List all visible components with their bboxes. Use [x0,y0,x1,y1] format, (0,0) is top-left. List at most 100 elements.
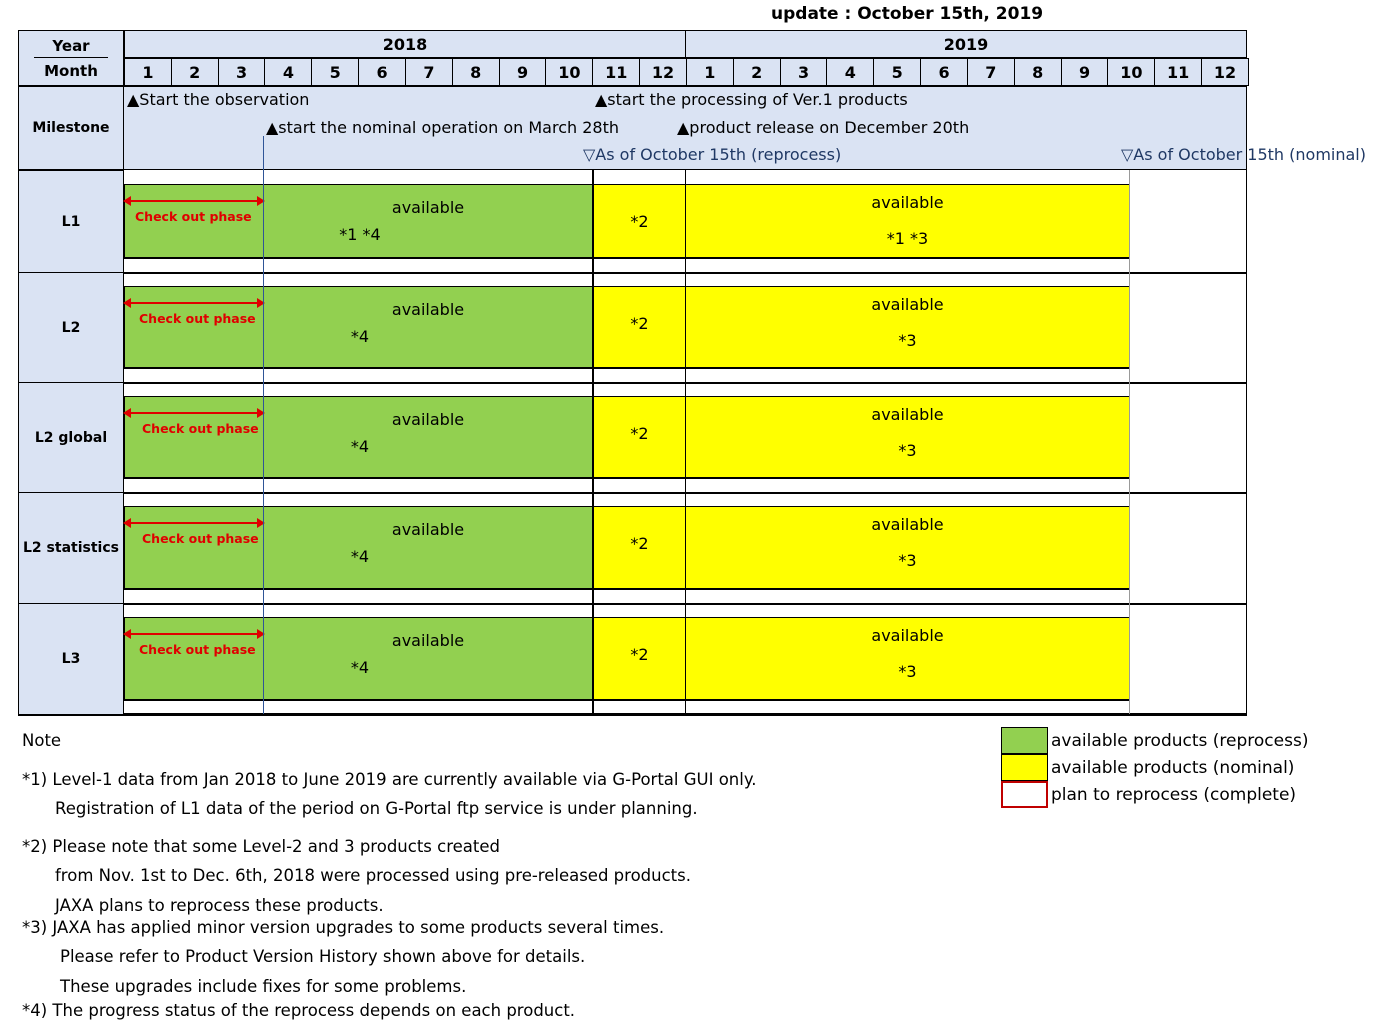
note-2: *2) Please note that some Level-2 and 3 … [22,837,500,856]
note-4: *4) The progress status of the reprocess… [22,1001,576,1020]
check-out-arrow [123,408,265,418]
month-cell: 8 [451,58,500,86]
band-right-line [1129,492,1130,603]
month-cell: 7 [404,58,453,86]
nominal-available-text: available [871,193,944,212]
band-bottom-line [124,589,1130,590]
bar-gap-nominal [593,506,686,589]
year-2018: 2018 [124,30,686,58]
note-1: *1) Level-1 data from Jan 2018 to June 2… [22,770,757,789]
row-label: L3 [18,603,124,715]
milestone-as-of-nominal: ▽As of October 15th (nominal) [1121,145,1366,164]
check-out-arrow-head-left [123,408,131,418]
milestone-area [123,86,1247,170]
check-out-arrow-head-right [257,408,265,418]
month-cell: 1 [685,58,734,86]
month-cell: 11 [592,58,641,86]
bar-gap-nominal [593,184,686,258]
month-cell: 5 [311,58,360,86]
band-right-line [1129,272,1130,382]
month-label: Month [44,61,98,80]
bar-reprocess [124,184,594,258]
reprocess-notes-text: *4 [350,437,370,456]
month-cell: 4 [826,58,875,86]
update-date: update : October 15th, 2019 [771,4,1044,24]
row-label: L2 statistics [18,492,124,604]
month-cell: 9 [498,58,547,86]
gap-note-text: *2 [630,534,649,553]
bar-nominal [685,396,1130,478]
nominal-notes-text: *3 [898,331,917,350]
gap-note-text: *2 [630,314,649,333]
month-cell: 12 [639,58,687,86]
month-cell: 3 [217,58,266,86]
check-out-arrow-head-right [257,629,265,639]
milestone-product-release: ▲product release on December 20th [677,118,970,137]
reprocess-available-text: available [391,520,465,539]
check-out-phase-label: Check out phase [142,421,259,436]
milestone-start-processing: ▲start the processing of Ver.1 products [595,90,908,109]
row-separator [18,492,1247,494]
month-cell: 9 [1060,58,1109,86]
note-3-cont1: Please refer to Product Version History … [60,947,586,966]
milestone-start-observation: ▲Start the observation [127,90,310,109]
gap-note-text: *2 [630,645,649,664]
legend-swatch-plan [1001,781,1048,808]
check-out-phase-label: Check out phase [139,311,256,326]
reprocess-available-text: available [391,198,465,217]
band-top-line [124,184,1130,185]
month-cell: 7 [966,58,1015,86]
band-right-line [1129,170,1130,272]
reprocess-notes-text: *4 [350,658,370,677]
reprocess-notes-text: *4 [350,547,370,566]
month-cell: 12 [1201,58,1249,86]
check-out-arrow-head-left [123,298,131,308]
band-bottom-line [124,258,1130,259]
check-out-arrow [123,518,265,528]
month-cell: 6 [920,58,968,86]
row-separator [18,272,1247,274]
bar-nominal [685,506,1130,589]
check-out-arrow-head-left [123,629,131,639]
month-cell: 6 [358,58,406,86]
month-cell: 1 [124,58,172,86]
row-label: L2 global [18,382,124,493]
month-cell: 2 [170,58,219,86]
divider-nov-2018 [592,170,594,714]
note-2-cont1: from Nov. 1st to Dec. 6th, 2018 were pro… [55,866,691,885]
row-label: L1 [18,170,124,273]
check-out-arrow-head-left [123,518,131,528]
divider-nominal-start [263,136,264,714]
band-right-line [1129,382,1130,492]
month-cell: 2 [732,58,781,86]
legend-swatch-nominal [1001,754,1048,781]
check-out-arrow [123,196,265,206]
check-out-arrow [123,629,265,639]
nominal-available-text: available [871,295,944,314]
bar-reprocess [124,396,594,478]
band-bottom-line [124,478,1130,479]
band-top-line [124,396,1130,397]
check-out-arrow-head-right [257,196,265,206]
check-out-phase-label: Check out phase [142,531,259,546]
row-separator [18,382,1247,384]
row-separator [18,714,1247,716]
month-cell: 10 [545,58,594,86]
bar-reprocess [124,617,594,700]
legend-label-nominal: available products (nominal) [1051,758,1295,778]
band-top-line [124,506,1130,507]
check-out-arrow-head-right [257,518,265,528]
check-out-arrow-head-left [123,196,131,206]
reprocess-available-text: available [391,410,465,429]
year-label: Year [34,37,108,58]
divider-2019 [685,170,686,714]
month-cell: 8 [1013,58,1062,86]
check-out-phase-label: Check out phase [139,642,256,657]
nominal-available-text: available [871,405,944,424]
band-bottom-line [124,368,1130,369]
month-cell: 10 [1107,58,1156,86]
nominal-available-text: available [871,626,944,645]
band-right-line [1129,603,1130,714]
check-out-phase-label: Check out phase [135,209,252,224]
legend-swatch-reprocess [1001,727,1048,754]
